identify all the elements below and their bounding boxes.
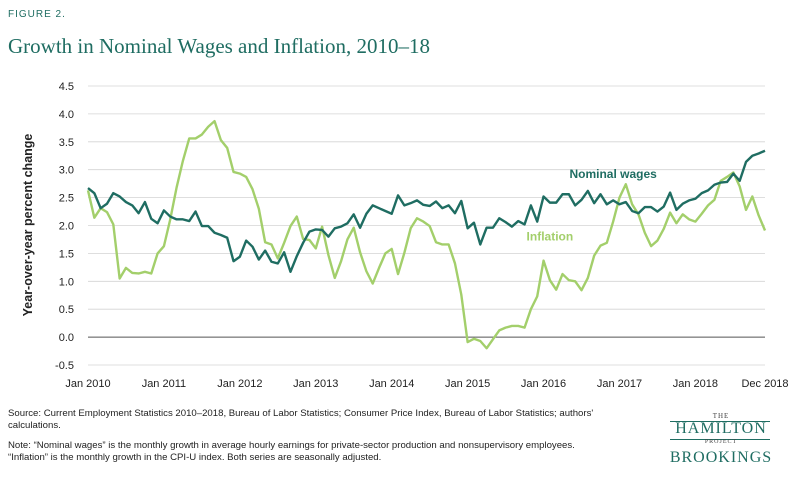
y-axis-ticks: -0.5 0.0 0.5 1.0 1.5 2.0 2.5 3.0 3.5 4.0 4.5 [55,81,74,372]
logo-brookings: BROOKINGS [669,449,773,466]
logo-hamilton: HAMILTON [675,420,767,437]
logo-rule [670,421,770,440]
series-lines: Inflation Nominal wages [86,119,767,350]
y-tick-label: 4.0 [59,109,74,121]
x-tick-label: Jan 2014 [369,378,414,390]
figure-label: FIGURE 2. [8,9,66,20]
y-tick-label: 1.5 [59,248,74,260]
y-tick-label: 4.5 [59,81,74,93]
inflation-line [86,119,767,350]
x-tick-label: Jan 2011 [142,378,186,390]
nominal-wages-line [87,149,766,274]
logo-project: PROJECT [704,439,738,445]
x-tick-label: Jan 2017 [597,378,642,390]
y-tick-label: 3.5 [59,137,74,149]
x-tick-label: Jan 2010 [65,378,110,390]
y-axis-label: Year-over-year percent change [21,134,35,317]
y-tick-label: 1.0 [59,276,74,288]
x-axis-ticks: Jan 2010 Jan 2011 Jan 2012 Jan 2013 Jan 2014… [65,378,788,390]
y-tick-label: 3.0 [59,165,74,177]
y-tick-label: 0.5 [59,304,74,316]
nominal-wages-series-label: Nominal wages [569,167,657,181]
footnote: Note: “Nominal wages” is the monthly gro… [8,440,575,463]
inflation-series-label: Inflation [527,230,574,244]
x-tick-label: Jan 2016 [521,378,566,390]
brookings-hamilton-logo: THE HAMILTON PROJECT BROOKINGS [662,412,780,474]
gridlines [88,85,765,366]
y-tick-label: -0.5 [55,360,74,372]
x-tick-label: Dec 2018 [741,378,788,390]
x-tick-label: Jan 2012 [217,378,262,390]
chart-title: Growth in Nominal Wages and Inflation, 2… [8,34,430,58]
logo-the: THE [712,412,730,420]
x-tick-label: Jan 2018 [673,378,718,390]
y-tick-label: 0.0 [59,332,74,344]
source-note: Source: Current Employment Statistics 20… [8,408,594,431]
x-tick-label: Jan 2013 [293,378,338,390]
y-tick-label: 2.0 [59,221,74,233]
line-chart: -0.5 0.0 0.5 1.0 1.5 2.0 2.5 3.0 3.5 4.0 4.5 Jan 2… [21,81,789,390]
y-tick-label: 2.5 [59,193,74,205]
x-tick-label: Jan 2015 [445,378,490,390]
